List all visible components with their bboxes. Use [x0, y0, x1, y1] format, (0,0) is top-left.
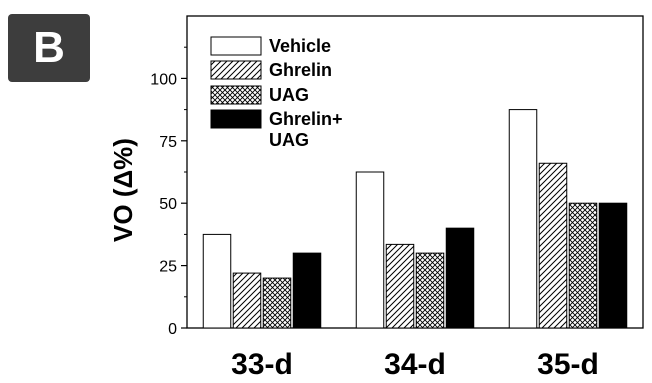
legend-label: Ghrelin+	[269, 109, 343, 129]
bar-ghrelin-uag-35-d	[598, 202, 628, 329]
bar-vehicle-33-d	[202, 233, 232, 329]
panel-badge	[8, 14, 90, 82]
bar-uag-33-d	[262, 277, 292, 329]
y-axis-title: VO (Δ%)	[108, 138, 138, 242]
bar-ghrelin-34-d	[385, 243, 415, 329]
y-tick-label: 50	[159, 196, 177, 213]
legend-swatch	[210, 85, 262, 105]
bar-uag-34-d	[415, 252, 445, 329]
bar-uag-35-d	[568, 202, 598, 329]
legend-label: Ghrelin	[269, 60, 332, 80]
y-tick-label: 0	[168, 321, 177, 338]
y-tick-label: 25	[159, 259, 177, 276]
x-category-label: 34-d	[384, 348, 446, 381]
legend-label: UAG	[269, 130, 309, 150]
panel-label: B	[33, 23, 65, 72]
bar-ghrelin-uag-34-d	[445, 227, 475, 329]
bar-ghrelin-33-d	[232, 272, 262, 329]
x-category-label: 35-d	[537, 348, 599, 381]
bar-vehicle-34-d	[355, 171, 385, 329]
legend-swatch	[210, 60, 262, 80]
bar-ghrelin-uag-33-d	[292, 252, 322, 329]
bar-ghrelin-35-d	[538, 162, 568, 329]
legend-label: Vehicle	[269, 36, 331, 56]
x-category-label: 33-d	[231, 348, 293, 381]
y-tick-label: 100	[150, 71, 177, 88]
y-tick-label: 75	[159, 134, 177, 151]
legend-swatch	[210, 109, 262, 129]
bar-vehicle-35-d	[508, 109, 538, 329]
legend-label: UAG	[269, 85, 309, 105]
legend-swatch	[210, 36, 262, 56]
